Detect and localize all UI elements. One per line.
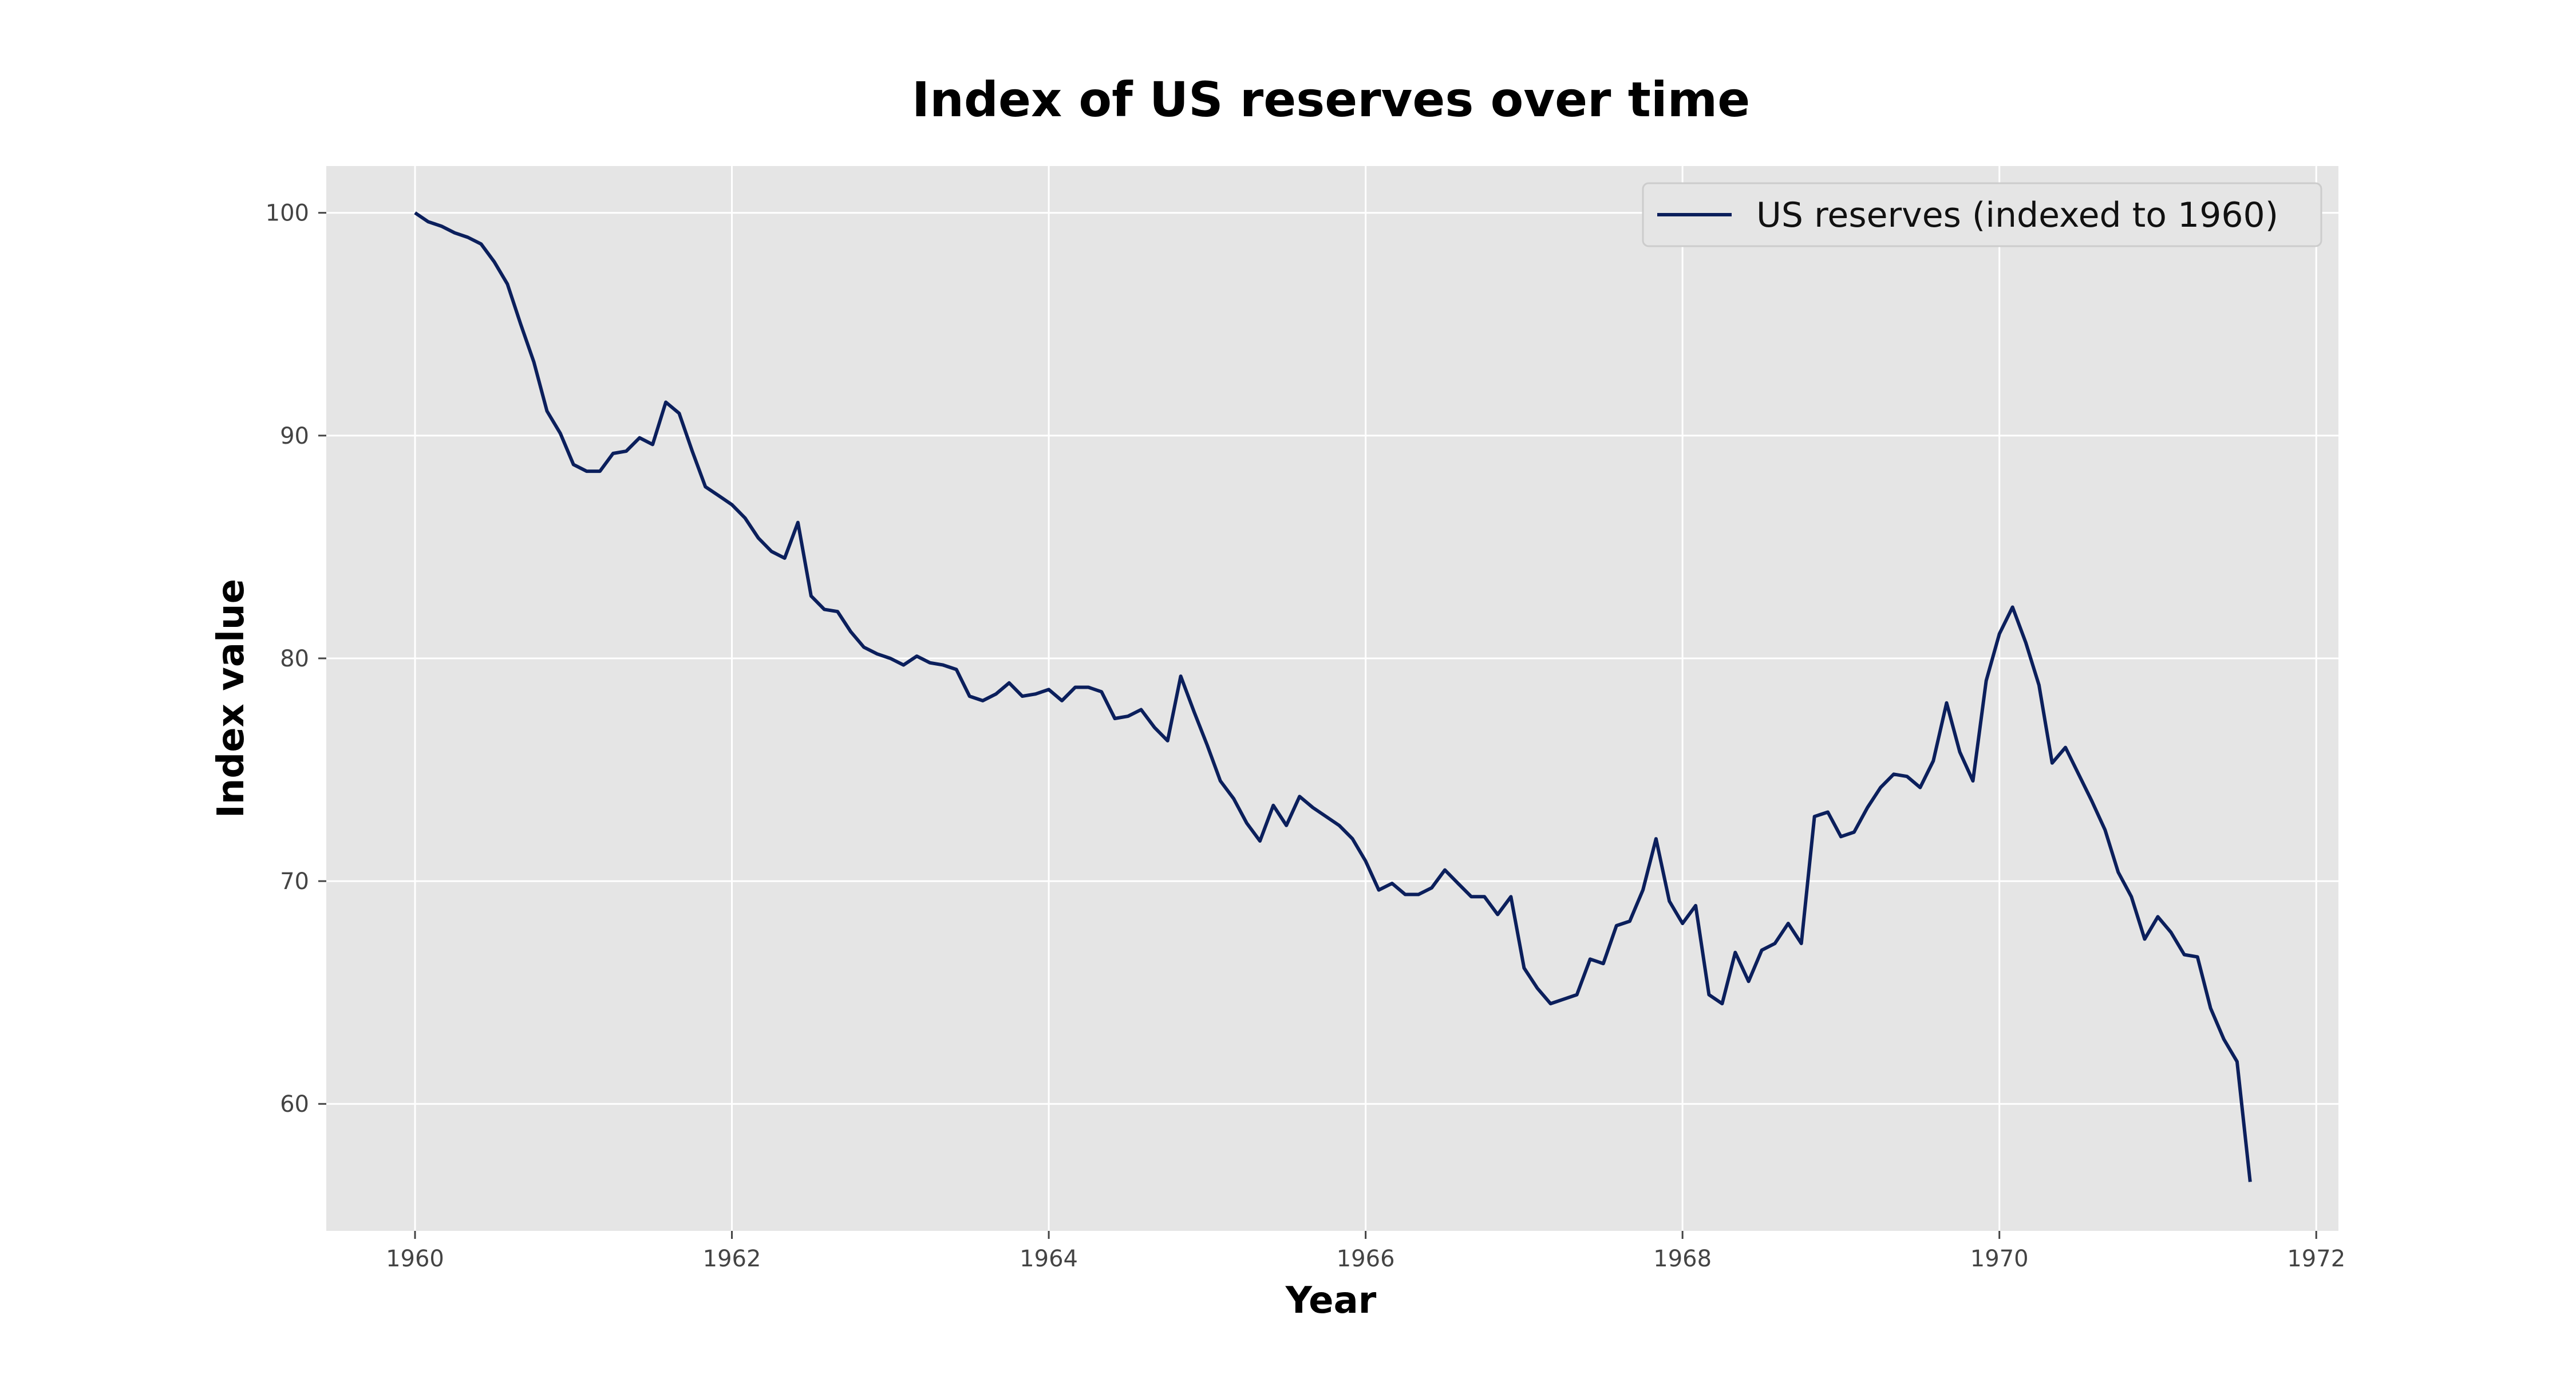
series-line-us-reserves (414, 211, 2252, 1182)
plot-area (326, 166, 2338, 1231)
x-axis-label: Year (1285, 1280, 1377, 1322)
gridlines (326, 166, 2338, 1231)
y-tick-label: 70 (280, 868, 309, 895)
x-tick-label: 1964 (1020, 1246, 1078, 1272)
x-tick-label: 1970 (1970, 1246, 2029, 1272)
axis-ticks: 1960 1962 1964 1966 1968 1970 1972 60 70 80 90 100 (266, 200, 2346, 1272)
y-tick-label: 100 (266, 200, 309, 227)
chart-title: Index of US reserves over time (912, 72, 1750, 128)
legend: US reserves (indexed to 1960) (1642, 182, 2322, 247)
x-tick-label: 1972 (2287, 1246, 2345, 1272)
legend-label: US reserves (indexed to 1960) (1756, 195, 2278, 235)
legend-box (1642, 182, 2322, 247)
x-tick-label: 1966 (1337, 1246, 1395, 1272)
y-tick-label: 80 (280, 646, 309, 672)
y-tick-label: 60 (280, 1091, 309, 1118)
x-tick-label: 1960 (386, 1246, 444, 1272)
y-axis-label: Index value (210, 579, 252, 818)
x-tick-label: 1962 (703, 1246, 761, 1272)
x-tick-label: 1968 (1653, 1246, 1712, 1272)
y-tick-label: 90 (280, 423, 309, 449)
